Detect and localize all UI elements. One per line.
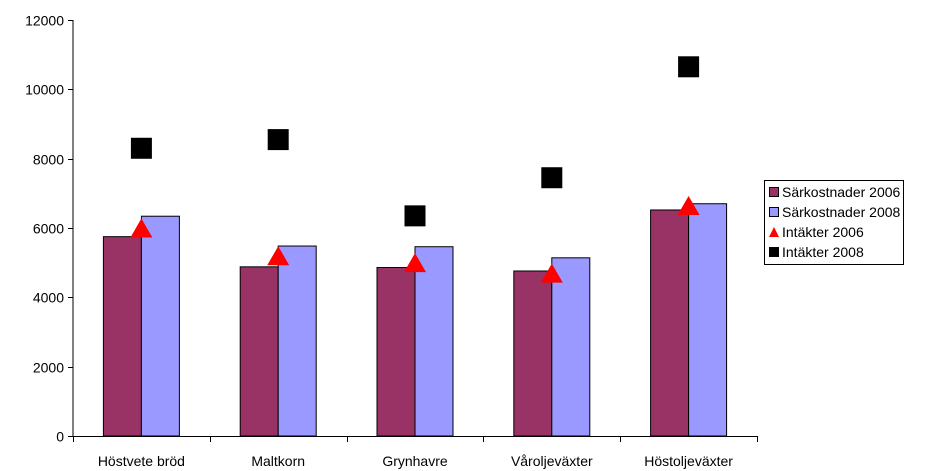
legend-swatch-sarkostnader-2006: [769, 187, 779, 197]
legend-item-sarkostnader-2006: Särkostnader 2006: [769, 182, 900, 202]
bar-sarkostnader-2006-maltkorn: [239, 266, 279, 437]
y-tick-label: 6000: [33, 221, 64, 237]
x-tick-label-maltkorn: Maltkorn: [251, 453, 305, 469]
bar-sarkostnader-2008-hostvete-brod: [140, 215, 180, 437]
bar-sarkostnader-2006-grynhavre: [376, 267, 416, 437]
legend-label: Intäkter 2006: [782, 224, 864, 240]
marker-intakter-2008-hostvete-brod: [130, 137, 152, 159]
bar-sarkostnader-2006-hostvete-brod: [102, 236, 142, 437]
marker-series: [130, 56, 700, 283]
y-axis: 0 2000 4000 6000 8000 10000 12000: [25, 13, 74, 445]
marker-intakter-2006-maltkorn: [267, 246, 290, 266]
marker-intakter-2008-varoljevaxter: [541, 167, 563, 189]
bar-sarkostnader-2008-hostoljevaxter: [688, 203, 728, 437]
legend-item-intakter-2006: Intäkter 2006: [769, 222, 900, 242]
y-tick-label: 0: [56, 429, 64, 445]
bar-sarkostnader-2006-hostoljevaxter: [650, 209, 690, 437]
bar-series: [102, 203, 728, 437]
marker-intakter-2006-varoljevaxter: [540, 263, 563, 283]
y-tick-label: 12000: [25, 13, 64, 29]
legend-swatch-sarkostnader-2008: [769, 207, 779, 217]
marker-intakter-2008-maltkorn: [267, 129, 289, 151]
x-tick-label-grynhavre: Grynhavre: [382, 453, 448, 469]
marker-intakter-2008-grynhavre: [404, 205, 426, 227]
legend-square-icon: [769, 247, 779, 257]
marker-intakter-2006-grynhavre: [404, 253, 426, 273]
legend-triangle-icon: [769, 227, 779, 237]
legend-item-sarkostnader-2008: Särkostnader 2008: [769, 202, 900, 222]
y-tick-label: 10000: [25, 82, 64, 98]
legend-label: Intäkter 2008: [782, 244, 864, 260]
bar-sarkostnader-2006-varoljevaxter: [513, 270, 553, 437]
bar-sarkostnader-2008-maltkorn: [277, 245, 317, 437]
y-tick-label: 8000: [33, 152, 64, 168]
bar-sarkostnader-2008-varoljevaxter: [551, 257, 591, 437]
marker-intakter-2006-hostvete-brod: [130, 218, 153, 238]
marker-intakter-2008-hostoljevaxter: [678, 56, 700, 78]
legend-label: Särkostnader 2008: [782, 204, 901, 220]
x-tick-label-hostvete-brod: Höstvete bröd: [98, 453, 185, 469]
x-tick-label-hostoljevaxter: Höstoljeväxter: [644, 453, 733, 469]
y-tick-label: 4000: [33, 290, 64, 306]
bar-sarkostnader-2008-grynhavre: [414, 246, 454, 437]
x-axis: Höstvete bröd Maltkorn Grynhavre Våroljeväx…: [73, 436, 758, 469]
marker-intakter-2006-hostoljevaxter: [677, 195, 700, 215]
y-tick-label: 2000: [33, 360, 64, 376]
legend-item-intakter-2008: Intäkter 2008: [769, 242, 900, 262]
legend: Särkostnader 2006 Särkostnader 2008 Intä…: [764, 180, 905, 265]
x-tick-label-varoljevaxter: Våroljeväxter: [511, 453, 593, 469]
legend-label: Särkostnader 2006: [782, 184, 901, 200]
